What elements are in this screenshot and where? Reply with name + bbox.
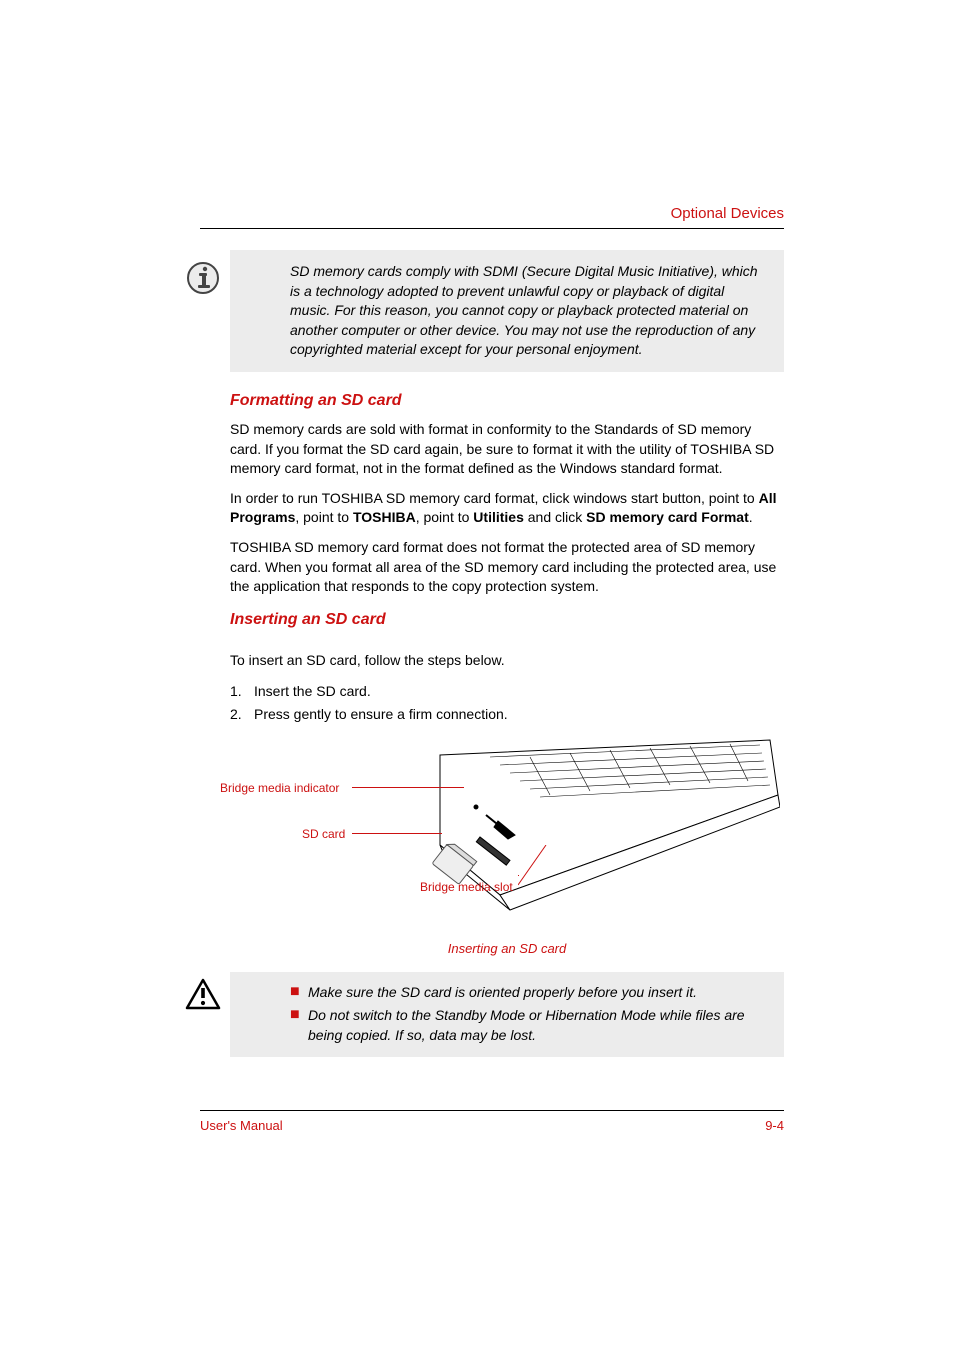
bullet-icon: ■ xyxy=(290,1005,308,1046)
footer-manual-label: User's Manual xyxy=(200,1118,283,1133)
insert-steps-list: 1. Insert the SD card. 2. Press gently t… xyxy=(230,680,784,725)
bullet-icon: ■ xyxy=(290,982,308,1003)
para2-pre: In order to run TOSHIBA SD memory card f… xyxy=(230,490,759,506)
section-title-inserting: Inserting an SD card xyxy=(230,611,784,629)
list-text-2: Press gently to ensure a firm connection… xyxy=(254,703,508,725)
para2-b4: SD memory card Format xyxy=(586,509,749,525)
list-item: 2. Press gently to ensure a firm connect… xyxy=(230,703,784,725)
caution-text-1: Make sure the SD card is oriented proper… xyxy=(308,982,697,1003)
caution-callout-box: ■ Make sure the SD card is oriented prop… xyxy=(230,972,784,1057)
section-title-formatting: Formatting an SD card xyxy=(230,392,784,410)
para2-m3: and click xyxy=(524,509,586,525)
laptop-illustration xyxy=(380,735,780,935)
para2-m1: , point to xyxy=(295,509,353,525)
para-inserting-intro: To insert an SD card, follow the steps b… xyxy=(230,651,784,671)
caution-text-2: Do not switch to the Standby Mode or Hib… xyxy=(308,1005,766,1046)
para-formatting-3: TOSHIBA SD memory card format does not f… xyxy=(230,538,784,597)
info-text: SD memory cards comply with SDMI (Secure… xyxy=(290,262,766,360)
caution-item: ■ Do not switch to the Standby Mode or H… xyxy=(290,1005,766,1046)
list-num-1: 1. xyxy=(230,680,254,702)
para-formatting-1: SD memory cards are sold with format in … xyxy=(230,420,784,479)
figure-caption: Inserting an SD card xyxy=(230,941,784,956)
para2-m2: , point to xyxy=(416,509,474,525)
list-text-1: Insert the SD card. xyxy=(254,680,371,702)
warning-icon xyxy=(185,978,221,1010)
info-icon xyxy=(185,260,221,296)
callout-line-3 xyxy=(518,845,568,887)
figure-label-slot: Bridge media slot xyxy=(420,880,513,894)
para2-b3: Utilities xyxy=(473,509,524,525)
para-formatting-2: In order to run TOSHIBA SD memory card f… xyxy=(230,489,784,528)
header-rule xyxy=(200,228,784,229)
list-num-2: 2. xyxy=(230,703,254,725)
info-callout-box: SD memory cards comply with SDMI (Secure… xyxy=(230,250,784,372)
list-item: 1. Insert the SD card. xyxy=(230,680,784,702)
content-area: SD memory cards comply with SDMI (Secure… xyxy=(230,250,784,1057)
callout-line-1 xyxy=(352,787,464,788)
para2-b2: TOSHIBA xyxy=(353,509,416,525)
caution-item: ■ Make sure the SD card is oriented prop… xyxy=(290,982,766,1003)
page: Optional Devices SD memory cards comply … xyxy=(0,0,954,1351)
footer-page-number: 9-4 xyxy=(765,1118,784,1133)
header-section-title: Optional Devices xyxy=(671,205,784,222)
figure-insert-sd: Bridge media indicator SD card Bridge me… xyxy=(230,735,784,935)
figure-label-indicator: Bridge media indicator xyxy=(220,781,339,795)
caution-list: ■ Make sure the SD card is oriented prop… xyxy=(290,982,766,1045)
para2-post: . xyxy=(749,509,753,525)
figure-label-sdcard: SD card xyxy=(302,827,345,841)
footer-rule xyxy=(200,1110,784,1111)
callout-line-2 xyxy=(352,833,442,834)
